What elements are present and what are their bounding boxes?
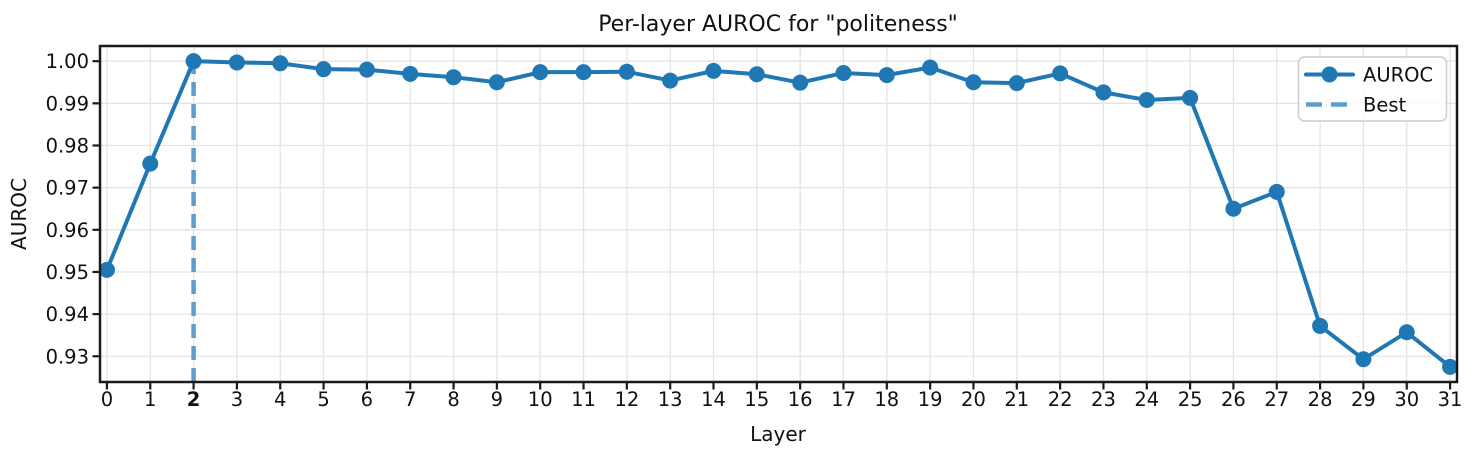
data-point <box>402 65 419 82</box>
y-tick-label: 0.95 <box>46 261 89 284</box>
legend-label-auroc: AUROC <box>1363 64 1433 87</box>
y-tick-label: 0.98 <box>46 134 89 157</box>
x-tick-label: 26 <box>1221 388 1246 411</box>
data-point <box>922 59 939 76</box>
x-tick-label: 19 <box>918 388 943 411</box>
x-tick-label: 28 <box>1308 388 1333 411</box>
data-point <box>358 61 375 78</box>
x-tick-label: 29 <box>1351 388 1376 411</box>
x-tick-label: 12 <box>614 388 639 411</box>
x-tick-label: 24 <box>1134 388 1159 411</box>
data-point <box>748 66 765 83</box>
x-tick-label: 17 <box>831 388 856 411</box>
x-axis-label: Layer <box>750 422 807 446</box>
legend: AUROC Best <box>1297 56 1448 122</box>
x-tick-label: 3 <box>231 388 243 411</box>
x-tick-label: 5 <box>317 388 329 411</box>
y-tick-label: 1.00 <box>46 50 89 73</box>
x-tick-label: 16 <box>788 388 813 411</box>
data-point <box>315 61 332 78</box>
data-point <box>1095 84 1112 101</box>
x-tick-label: 30 <box>1394 388 1419 411</box>
x-tick-label: 8 <box>447 388 459 411</box>
x-tick-label: 22 <box>1048 388 1073 411</box>
x-tick-label: 25 <box>1178 388 1203 411</box>
x-tick-label: 14 <box>701 388 726 411</box>
data-point <box>142 155 159 172</box>
data-point <box>575 64 592 81</box>
x-tick-label: 10 <box>528 388 553 411</box>
gridlines <box>100 46 1457 382</box>
data-point <box>662 72 679 89</box>
data-point <box>835 64 852 81</box>
x-tick-label: 6 <box>361 388 373 411</box>
data-point <box>1355 351 1372 368</box>
x-tick-label: 7 <box>404 388 416 411</box>
data-point <box>792 74 809 91</box>
data-point <box>1398 324 1415 341</box>
auroc-marker-swatch <box>1321 66 1338 83</box>
x-tick-label: 13 <box>658 388 683 411</box>
data-point <box>965 74 982 91</box>
data-point <box>488 74 505 91</box>
y-tick-label: 0.94 <box>46 303 89 326</box>
x-tick-label: 18 <box>874 388 899 411</box>
plot-spines <box>98 44 1459 384</box>
data-point <box>1138 91 1155 108</box>
data-point <box>1442 358 1459 375</box>
data-point <box>1052 65 1069 82</box>
x-tick-label: 9 <box>491 388 503 411</box>
y-tick-label: 0.93 <box>46 345 89 368</box>
x-tick-label: 2 <box>187 388 201 411</box>
data-point <box>1312 317 1329 334</box>
data-point <box>272 55 289 72</box>
x-tick-label: 11 <box>571 388 596 411</box>
x-tick-label: 15 <box>744 388 769 411</box>
x-tick-label: 21 <box>1004 388 1029 411</box>
x-tick-label: 0 <box>101 388 113 411</box>
data-point <box>185 53 202 70</box>
data-point <box>1225 200 1242 217</box>
x-tick-label: 31 <box>1438 388 1463 411</box>
data-point <box>1008 75 1025 92</box>
data-point <box>705 62 722 79</box>
data-point <box>228 54 245 71</box>
y-tick-label: 0.96 <box>46 219 89 242</box>
data-point <box>1182 89 1199 106</box>
chart-title: Per-layer AUROC for "politeness" <box>598 12 958 37</box>
data-point <box>1268 183 1285 200</box>
data-point <box>98 261 115 278</box>
auroc-series <box>98 53 1459 375</box>
y-axis-label: AUROC <box>7 178 31 250</box>
auroc-line <box>104 59 1453 369</box>
data-point <box>618 63 635 80</box>
x-tick-label: 20 <box>961 388 986 411</box>
legend-label-best: Best <box>1363 94 1407 117</box>
data-point <box>532 64 549 81</box>
y-tick-label: 0.99 <box>46 92 89 115</box>
data-point <box>445 69 462 86</box>
data-point <box>878 67 895 84</box>
y-tick-label: 0.97 <box>46 177 89 200</box>
x-tick-label: 23 <box>1091 388 1116 411</box>
x-tick-label: 4 <box>274 388 286 411</box>
x-tick-label: 27 <box>1264 388 1289 411</box>
x-tick-label: 1 <box>144 388 156 411</box>
